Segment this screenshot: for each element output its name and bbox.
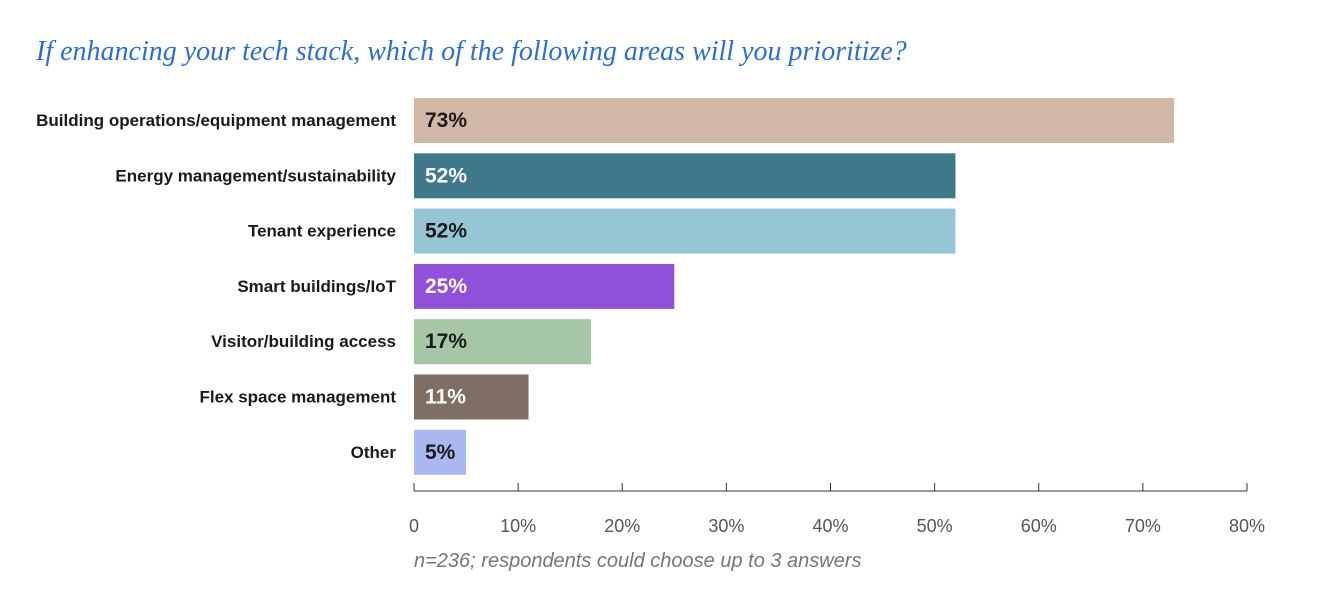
- x-tick-label: 20%: [604, 516, 640, 536]
- x-tick-label: 50%: [917, 516, 953, 536]
- category-label: Smart buildings/IoT: [237, 277, 396, 296]
- bar: [414, 374, 529, 420]
- bar-value-label: 11%: [425, 386, 466, 409]
- bar-value-label: 73%: [425, 109, 467, 132]
- bar: [414, 98, 1175, 143]
- bar-value-label: 52%: [425, 164, 467, 187]
- bar: [414, 319, 592, 365]
- chart-note: n=236; respondents could choose up to 3 …: [414, 550, 862, 572]
- category-label: Visitor/building access: [211, 332, 396, 351]
- x-tick-label: 10%: [500, 516, 536, 536]
- bar-value-label: 5%: [425, 441, 456, 464]
- bars-layer: Building operations/equipment management…: [36, 98, 1175, 475]
- x-tick-label: 40%: [812, 516, 848, 536]
- x-axis: 0 10% 20% 30% 40% 50% 60% 70% 80%: [409, 483, 1265, 536]
- chart-title: If enhancing your tech stack, which of t…: [36, 36, 907, 67]
- bar: [414, 263, 675, 309]
- bar-value-label: 25%: [425, 275, 467, 298]
- x-tick-label: 80%: [1229, 516, 1265, 536]
- bar: [414, 429, 467, 475]
- x-tick-label: 70%: [1125, 516, 1161, 536]
- bar-value-label: 52%: [425, 220, 467, 243]
- bar: [414, 208, 956, 254]
- category-label: Flex space management: [199, 388, 396, 407]
- x-tick-label: 0: [409, 516, 419, 536]
- category-label: Energy management/sustainability: [115, 166, 396, 185]
- category-label: Other: [351, 443, 397, 462]
- x-tick-label: 30%: [708, 516, 744, 536]
- category-label: Tenant experience: [248, 222, 396, 241]
- category-label: Building operations/equipment management: [36, 111, 396, 130]
- x-tick-label: 60%: [1021, 516, 1057, 536]
- bar: [414, 153, 956, 199]
- bar-value-label: 17%: [425, 330, 467, 353]
